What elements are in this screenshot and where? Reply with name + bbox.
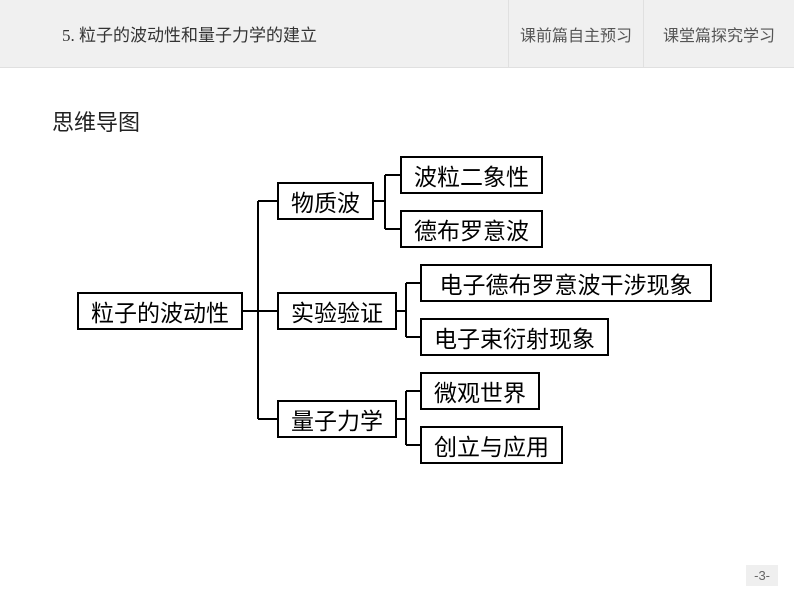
node-b1: 物质波 — [277, 182, 374, 220]
page-title: 5. 粒子的波动性和量子力学的建立 — [0, 0, 509, 67]
tab-explore-label: 课堂篇探究学习 — [663, 22, 775, 46]
node-b2: 实验验证 — [277, 292, 397, 330]
header: 5. 粒子的波动性和量子力学的建立 课前篇自主预习 课堂篇探究学习 — [0, 0, 794, 68]
node-l11: 波粒二象性 — [400, 156, 543, 194]
node-b3: 量子力学 — [277, 400, 397, 438]
node-l22: 电子束衍射现象 — [420, 318, 609, 356]
title-text: 5. 粒子的波动性和量子力学的建立 — [62, 21, 317, 46]
node-l31: 微观世界 — [420, 372, 540, 410]
tab-preview-label: 课前篇自主预习 — [520, 22, 632, 46]
page-number: -3- — [746, 565, 778, 586]
node-l12: 德布罗意波 — [400, 210, 543, 248]
section-title: 思维导图 — [52, 105, 140, 137]
tab-preview[interactable]: 课前篇自主预习 — [509, 0, 644, 67]
node-l32: 创立与应用 — [420, 426, 563, 464]
tab-explore[interactable]: 课堂篇探究学习 — [644, 0, 794, 67]
node-l21: 电子德布罗意波干涉现象 — [420, 264, 712, 302]
node-root: 粒子的波动性 — [77, 292, 243, 330]
